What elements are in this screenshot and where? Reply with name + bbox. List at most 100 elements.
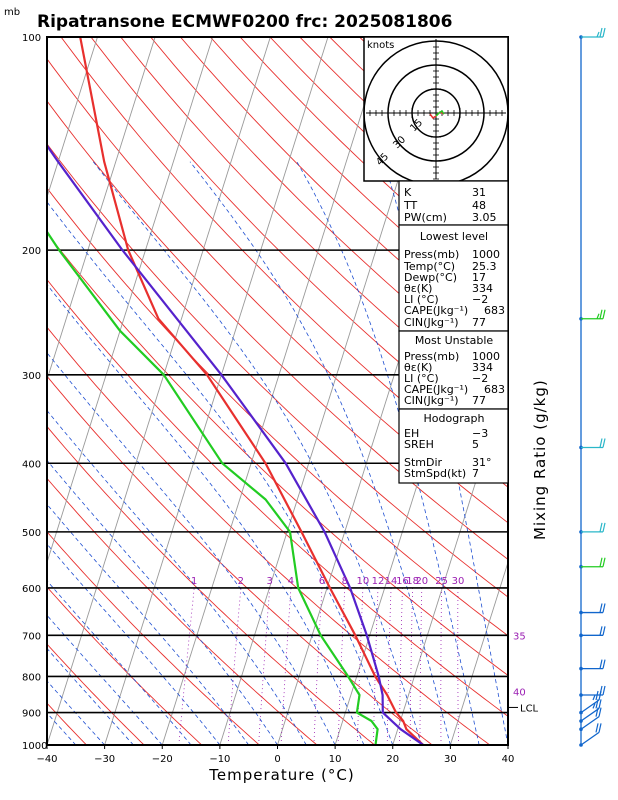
wind-barb-flag	[598, 723, 602, 733]
mixing-ratio-line	[258, 587, 271, 745]
unstable-value-0: 1000	[472, 350, 500, 363]
hodograph: knots 15 30 45	[363, 36, 509, 186]
unstable-label-0: Press(mb)	[404, 350, 459, 363]
wind-barb-flag	[602, 659, 606, 669]
lowest-value-2: 17	[472, 271, 486, 284]
dry-adiabat-line	[47, 375, 433, 745]
wind-barb-flag	[599, 309, 603, 319]
temperature-tick-label: 10	[329, 754, 342, 765]
unstable-value-2: −2	[472, 372, 488, 385]
dry-adiabat-line	[47, 702, 87, 745]
isotherm-line	[449, 560, 508, 745]
wind-barb	[579, 626, 606, 638]
dry-adiabat-line	[47, 425, 375, 745]
pressure-tick-label: 800	[22, 672, 41, 683]
lowest-label-3: θε(K)	[404, 282, 432, 295]
wind-barb-flag	[598, 707, 602, 717]
moist-adiabat-line	[47, 352, 336, 745]
dry-adiabat-line	[539, 37, 618, 745]
temperature-trace	[79, 37, 425, 745]
wind-barb-shaft	[580, 707, 600, 722]
pressure-tick-label: 200	[22, 246, 41, 257]
dry-adiabat-line	[47, 143, 508, 598]
index-value-k: 31	[472, 186, 486, 199]
dry-adiabat-line	[47, 326, 491, 745]
pressure-tick-label: 1000	[22, 741, 47, 752]
moist-adiabat-line	[92, 161, 422, 745]
wind-barb-flag	[602, 27, 606, 38]
unstable-value-3: 683	[484, 383, 505, 396]
wind-barb-flag	[602, 603, 606, 613]
indices-block-lowest	[398, 224, 509, 332]
wind-barb-flag	[592, 703, 596, 709]
lcl-label: LCL	[520, 703, 539, 714]
wind-barb-flag	[592, 694, 596, 701]
isotherm-line	[47, 37, 214, 564]
wind-barb-flag	[602, 557, 606, 567]
mixing-ratio-label: 10	[357, 576, 370, 587]
dry-adiabat-line	[90, 37, 508, 453]
hodo-label-2: StmDir	[404, 456, 443, 469]
pressure-tick-labels: 100 200 300 400 500 600 700 800 900 1000	[22, 33, 47, 752]
mixing-ratio-line	[440, 587, 442, 745]
wind-barb-flag	[599, 27, 603, 38]
isotherm-line	[47, 37, 271, 745]
mixing-ratio-lines	[178, 587, 459, 745]
index-label-pw: PW(cm)	[404, 211, 447, 224]
mixing-ratio-axis-label: Mixing Ratio (g/kg)	[531, 379, 549, 540]
dry-adiabat-line	[47, 586, 203, 745]
moist-adiabat-line	[47, 543, 221, 745]
dry-adiabat-line	[47, 187, 508, 637]
mixing-ratio-label: 14	[385, 576, 398, 587]
pressure-tick-label: 700	[22, 631, 41, 642]
pressure-tick-label: 400	[22, 459, 41, 470]
temperature-tick-label: −30	[94, 754, 115, 765]
wind-barb-flag	[595, 690, 599, 701]
side-labels: 35 40 LCL	[508, 631, 539, 714]
temperature-tick-label: −40	[36, 754, 57, 765]
lowest-value-5: 683	[484, 304, 505, 317]
pressure-unit-label: mb	[4, 7, 20, 18]
index-value-pw: 3.05	[472, 211, 497, 224]
wind-barb	[579, 27, 606, 39]
pressure-tick-label: 100	[22, 33, 41, 44]
mixing-ratio-line	[419, 587, 423, 745]
temperature-tick-labels: −40 −30 −20 −10 0 10 20 30 40	[36, 745, 514, 765]
isotherm-line	[47, 37, 156, 382]
wind-barb-flag	[599, 438, 603, 448]
hodo-value-2: 31°	[472, 456, 492, 469]
dry-adiabat-line	[47, 643, 145, 745]
temperature-tick-label: 20	[386, 754, 399, 765]
isotherm-line	[161, 37, 387, 745]
lowest-value-6: 77	[472, 316, 486, 329]
wind-barb-flag	[595, 707, 599, 717]
mixing-ratio-label: 3	[267, 576, 273, 587]
most-unstable-header: Most Unstable	[415, 334, 494, 347]
indices-panel: K 31 TT 48 PW(cm) 3.05 Lowest level Pres…	[398, 180, 509, 484]
lowest-label-0: Press(mb)	[404, 248, 459, 261]
wind-barb-flag	[602, 522, 606, 533]
index-label-k: K	[404, 186, 412, 199]
dry-adiabat-line	[47, 232, 508, 676]
dry-adiabat-line	[120, 37, 508, 419]
mixing-ratio-label: 6	[319, 576, 325, 587]
wind-barb-flag	[602, 309, 606, 319]
hodograph-trace-mid	[435, 109, 445, 117]
wind-barb-flag	[599, 557, 603, 567]
lowest-label-2: Dewp(°C)	[404, 271, 457, 284]
pressure-tick-label: 500	[22, 528, 41, 539]
wind-barb	[579, 690, 602, 715]
parcel-trace	[47, 143, 424, 745]
mixing-ratio-label: 2	[238, 576, 244, 587]
indices-block-hodograph	[398, 408, 509, 484]
wind-barb-flag	[602, 438, 606, 448]
moist-adiabat-line	[47, 647, 134, 745]
mixing-ratio-line	[227, 587, 242, 745]
moist-adiabat-label: 40	[513, 687, 526, 698]
mixing-ratio-label: 18	[406, 576, 419, 587]
wind-barb	[579, 438, 606, 450]
lowest-value-1: 25.3	[472, 260, 497, 273]
wind-barb	[579, 522, 606, 534]
hodo-label-0: EH	[404, 427, 419, 440]
moist-adiabat-line	[47, 680, 105, 745]
